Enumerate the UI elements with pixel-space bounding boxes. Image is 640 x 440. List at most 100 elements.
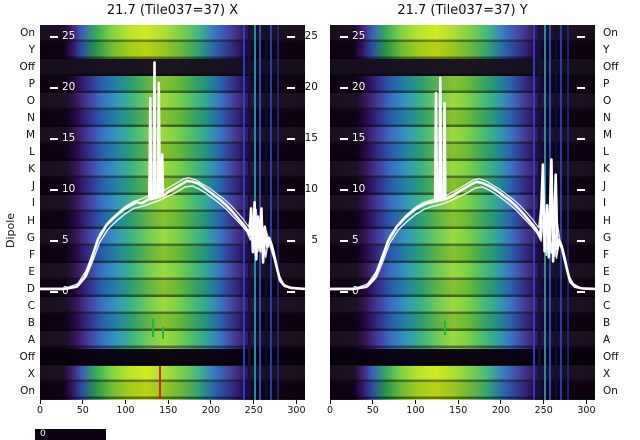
bandpass-traces-x [40,61,305,291]
bandpass-trace [330,168,595,290]
amp-tick-label: 0 [62,285,69,297]
dipole-row-label: J [603,180,607,193]
amp-tick-label: 20 [62,81,76,93]
rfi-stripe [533,25,535,400]
amp-tick-labels-gap: 25 20 15 10 5 [300,0,319,440]
heatmap-panel-y: 25 20 15 10 5 0 [330,25,595,400]
amp-tick-label: 25 [304,30,318,42]
next-row-partial-bar: 0 [35,429,106,440]
dipole-row-label: Off [19,61,36,74]
dipole-row-label: On [603,27,618,40]
amp-tick-mark [577,87,585,89]
x-tick-mark [253,400,255,404]
dipole-row-label: N [603,112,611,125]
dipole-row-label: L [29,146,35,159]
dipole-row-label: F [603,248,610,261]
dipole-row-label: Y [28,44,35,57]
x-tick-label: 0 [326,405,334,416]
bandpass-trace [40,153,305,290]
rfi-stripe [270,25,272,400]
x-tick-mark [457,400,459,404]
off-band-top [40,59,305,76]
dipole-row-label: D [26,282,35,295]
amp-tick-label: 20 [304,81,318,93]
amp-tick-mark [340,36,348,38]
dipole-row-label: X [603,367,611,380]
x-axis-ticks-x: 0 50 100 150 200 250 300 [36,400,306,422]
x-tick-label: 250 [244,405,263,416]
dipole-row-label: O [26,95,35,108]
dipole-row-label: C [603,299,611,312]
dipole-row-label: A [27,333,35,346]
x-tick-mark [295,400,297,404]
dipole-row-label: Y [603,44,610,57]
x-tick-label: 100 [406,405,425,416]
rfi-stripe [560,25,562,400]
amp-tick-label: 5 [62,234,69,246]
off-band-bottom [40,349,305,366]
dipole-row-label: On [20,384,35,397]
heatmap-panel-x: 25 20 15 10 5 0 [40,25,305,400]
dipole-row-label: M [603,129,613,142]
x-tick-mark [543,400,545,404]
flag-mark-green [152,319,154,337]
amp-tick-label: 5 [311,234,318,246]
x-tick-label: 150 [449,405,468,416]
amp-tick-mark [50,291,58,293]
dipole-row-label: G [603,231,612,244]
amp-tick-mark [50,240,58,242]
dipole-row-label: On [603,384,618,397]
dipole-row-label: M [25,129,35,142]
panel-title-x: 21.7 (Tile037=37) X [106,3,239,18]
amp-tick-label: 25 [62,30,76,42]
dipole-row-label: F [28,248,35,261]
off-band-bottom [330,349,595,366]
dipole-row-label: P [28,78,35,91]
x-tick-mark [585,400,587,404]
dipole-row-label: E [28,265,35,278]
amp-tick-mark [287,291,295,293]
amp-tick-mark [340,138,348,140]
amp-tick-label: 25 [352,30,366,42]
x-tick-mark [372,400,374,404]
amp-tick-mark [340,189,348,191]
x-axis-ticks-y: 0 50 100 150 200 250 300 [326,400,596,422]
x-tick-mark [82,400,84,404]
amp-tick-mark [340,87,348,89]
amp-tick-mark [577,189,585,191]
dipole-row-label: E [603,265,610,278]
dipole-labels-left: On Y Off P O N M L K J I H G F E D C B A Off X On [0,0,37,440]
dipole-row-label: I [603,197,607,210]
dipole-row-label: J [31,180,35,193]
bandpass-trace [40,185,305,291]
amp-tick-label: 10 [62,183,76,195]
amp-tick-label: 0 [352,285,359,297]
flag-mark-red [159,366,161,399]
dipole-row-label: K [28,163,35,176]
x-tick-mark [124,400,126,404]
dipole-row-label: Off [19,350,36,363]
x-tick-label: 200 [201,405,221,416]
bandpass-trace [330,76,595,291]
rfi-stripe [243,25,245,400]
amp-tick-mark [287,138,295,140]
dipole-row-label: G [26,231,35,244]
dipole-row-label: O [603,95,612,108]
x-tick-label: 300 [287,405,306,416]
amp-tick-mark [577,291,585,293]
dipole-row-label: X [27,367,35,380]
amp-tick-label: 20 [352,81,366,93]
bandpass-traces-y [330,76,595,291]
amp-tick-mark [340,240,348,242]
dipole-row-label: Off [603,61,619,74]
dipole-row-label: A [603,333,611,346]
x-tick-label: 150 [159,405,178,416]
dipole-row-label: K [603,163,610,176]
amp-tick-mark [577,240,585,242]
x-tick-label: 200 [491,405,511,416]
amp-tick-mark [50,138,58,140]
amp-tick-mark [50,189,58,191]
x-tick-label: 0 [36,405,44,416]
amp-tick-label: 15 [62,132,76,144]
dipole-row-label: L [603,146,609,159]
